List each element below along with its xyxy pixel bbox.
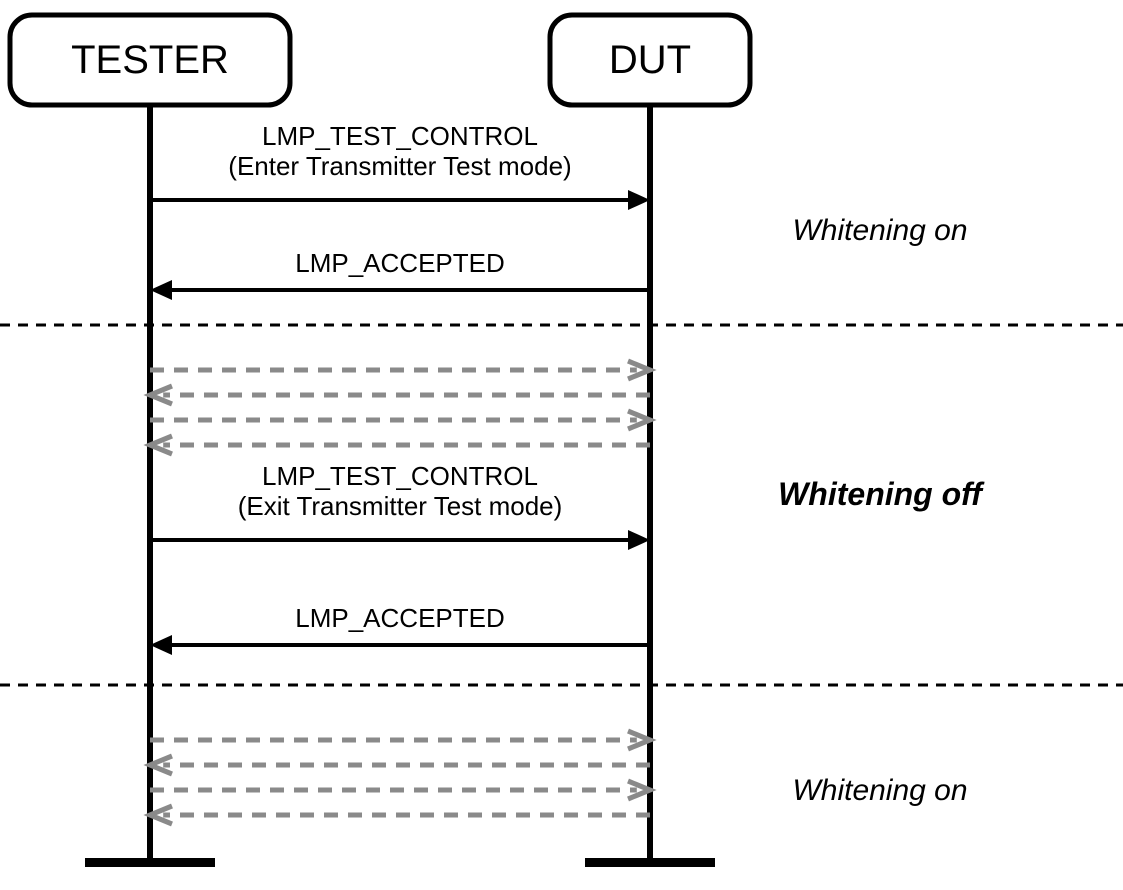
message-label: LMP_TEST_CONTROL [262,121,538,151]
message-label: (Enter Transmitter Test mode) [228,151,571,181]
sequence-diagram: TESTERDUTLMP_TEST_CONTROL(Enter Transmit… [0,0,1123,890]
right-label: DUT [609,38,691,82]
lifeline-foot [585,858,715,867]
arrowhead [628,530,650,550]
phase-label: Whitening on [792,214,967,247]
arrowhead [628,190,650,210]
message-label: LMP_ACCEPTED [295,603,505,633]
phase-label: Whitening off [778,476,985,512]
lifeline-foot [85,858,215,867]
phase-label: Whitening on [792,774,967,807]
message-label: LMP_TEST_CONTROL [262,461,538,491]
message-label: LMP_ACCEPTED [295,248,505,278]
message-label: (Exit Transmitter Test mode) [238,491,563,521]
left-label: TESTER [71,38,229,82]
arrowhead [150,635,172,655]
arrowhead [150,280,172,300]
